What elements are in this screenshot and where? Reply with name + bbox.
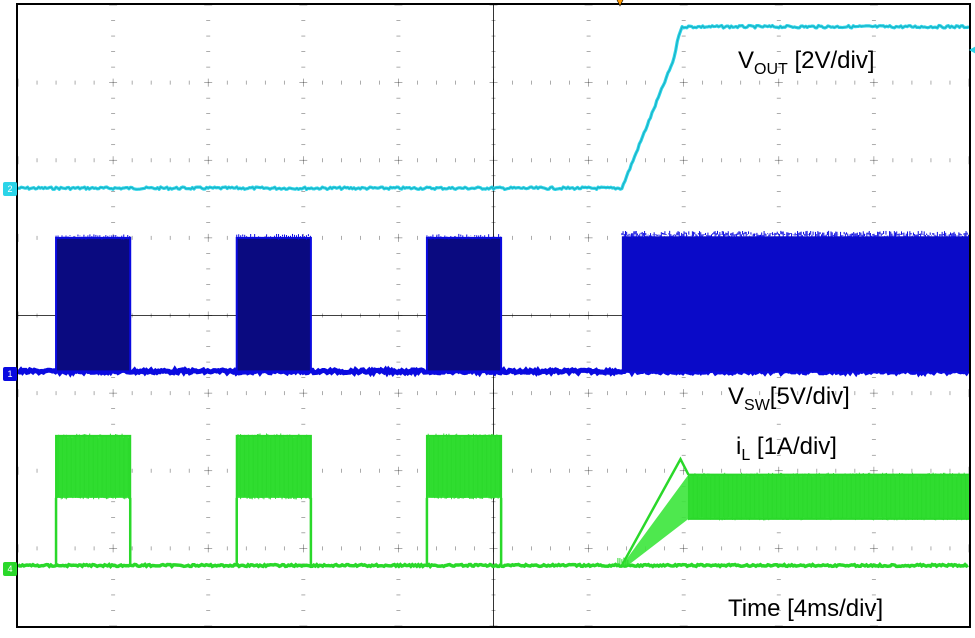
trace-layer <box>18 5 969 626</box>
ch1-marker: 1 <box>3 367 17 381</box>
oscilloscope-plot: 2 1 4 T VOUT [2V/div] VSW[5V/div] iL [1A… <box>16 3 971 628</box>
right-edge-arrow <box>969 45 975 55</box>
ch4-marker: 4 <box>3 562 17 576</box>
vsw-label: VSW[5V/div] <box>728 383 850 415</box>
vout-label: VOUT [2V/div] <box>738 47 875 79</box>
ch2-marker: 2 <box>3 182 17 196</box>
il-label: iL [1A/div] <box>736 433 837 465</box>
time-label: Time [4ms/div] <box>728 595 883 623</box>
trigger-marker: T <box>613 0 627 7</box>
